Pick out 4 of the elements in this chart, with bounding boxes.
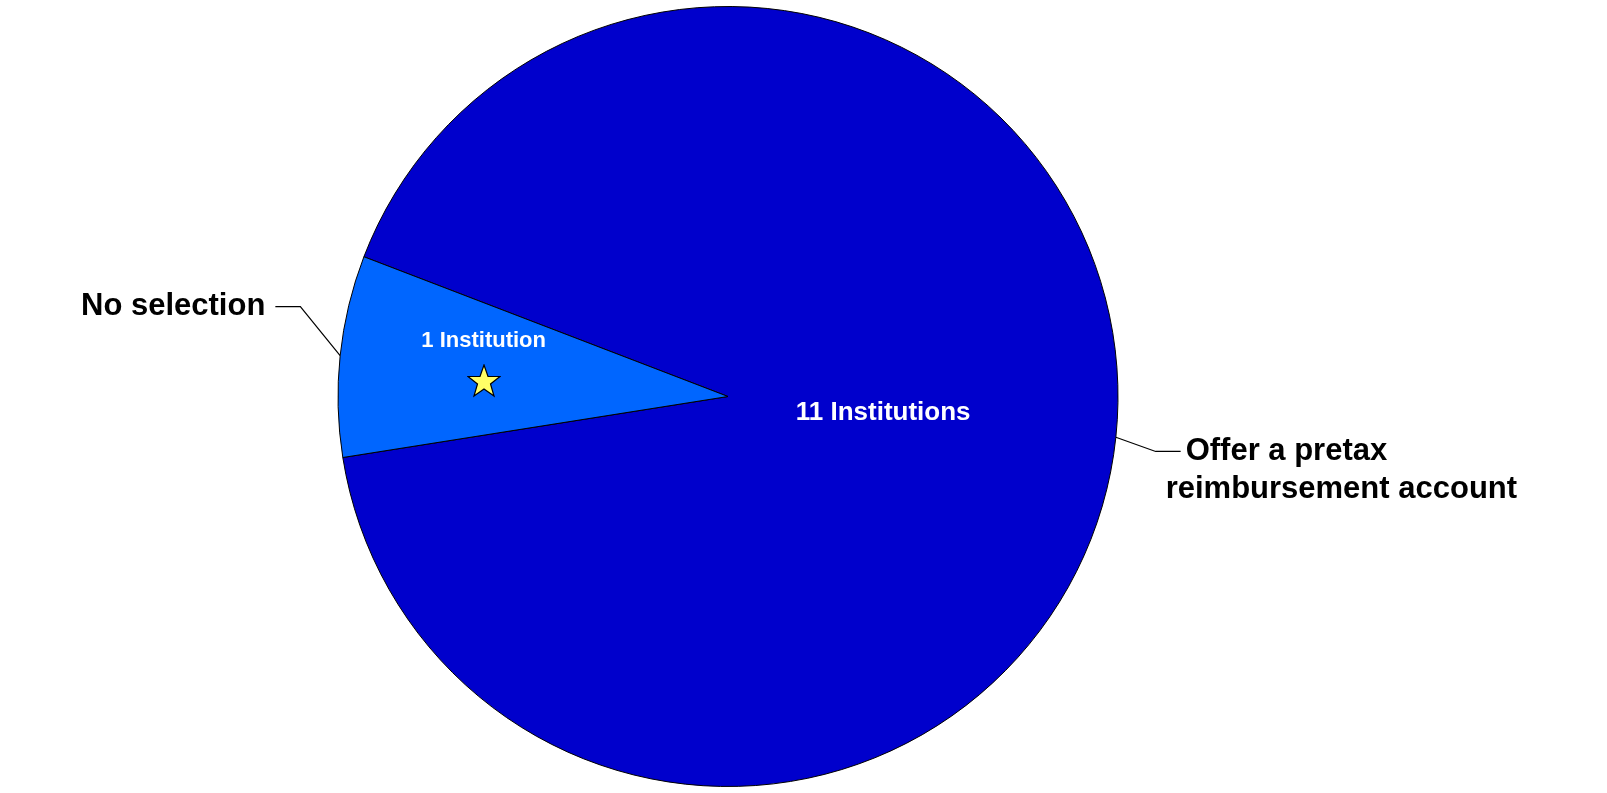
data-label: 11 Institutions bbox=[795, 395, 971, 426]
slice-label: No selection bbox=[81, 287, 266, 323]
slice-label: Offer a pretax reimbursement account bbox=[1165, 431, 1518, 505]
data-label: 1 Institution bbox=[421, 326, 546, 352]
